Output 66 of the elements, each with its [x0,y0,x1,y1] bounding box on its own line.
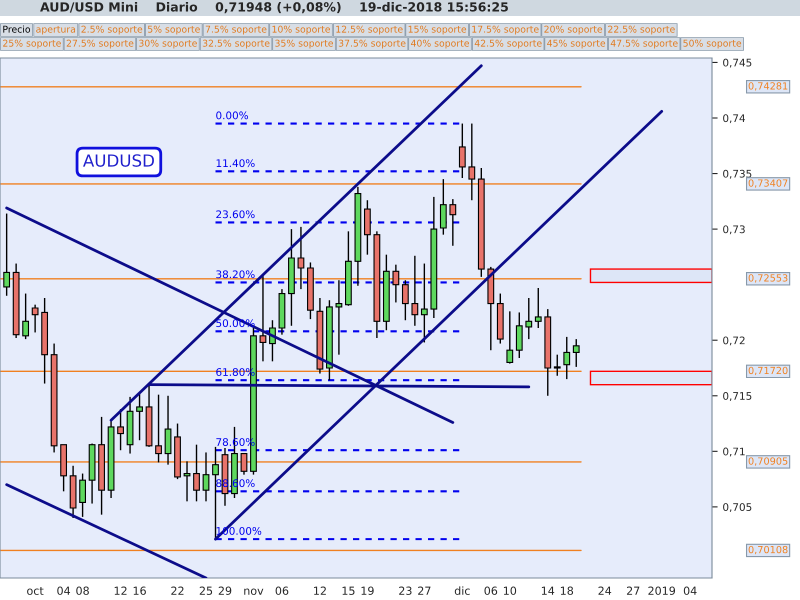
x-tick-label: oct [27,586,44,595]
text: 20% soporte [544,26,602,35]
x-tick-label: 25 [200,586,212,595]
text: 42.5% soporte [474,40,542,49]
text: 2.5% soporte [81,26,142,35]
text: 37.5% soporte [338,40,406,49]
x-tick-label: 15 [342,586,355,595]
x-tick-label: 23 [399,586,412,595]
ref-line-label: 0,70905 [748,457,788,466]
text: 7.5% soporte [206,26,266,35]
ref-line-label: 0,71720 [748,366,788,376]
y-tick-label: 0,73 [723,225,745,234]
x-tick-label: 24 [598,586,612,595]
ref-line-label: 0,73407 [748,179,788,188]
text: 17.5% soporte [472,26,539,35]
x-tick-label: 2019 [648,586,676,595]
x-tick-label: 12 [114,586,127,595]
x-tick-label: nov [244,588,264,595]
text: 50% soporte [683,40,742,49]
x-tick-label: 14 [542,586,554,595]
annotation: 0.00% [216,111,248,120]
text: 15% soporte [408,26,466,35]
ref-line-label: 0,74281 [748,82,788,91]
y-tick-label: 0,72 [723,336,745,346]
y-tick-label: 0,745 [723,58,752,68]
x-tick-label: 16 [134,586,146,595]
ref-line-label: 0,72553 [748,274,788,283]
text: 32.5% soporte [202,40,270,49]
y-tick-label: 0,715 [723,392,752,401]
x-tick-label: 06 [484,586,498,595]
text: 45% soporte [547,40,606,49]
annotation: AUDUSD [83,154,154,167]
x-tick-label: 04 [684,586,697,595]
chart-title: AUD/USD Mini Diario 0,71948 (+0,08%) 19-dic-2018 15:56:25 [40,2,508,14]
text: 25% soporte [3,40,61,49]
text: Precio [3,25,30,33]
x-tick-label: 06 [276,586,288,595]
text: 30% soporte [139,40,197,49]
y-tick-label: 0,71 [723,448,745,456]
text: apertura [36,26,76,35]
ref-line-label: 0,70108 [748,546,788,554]
text: 40% soporte [410,40,470,49]
x-tick-label: 22 [171,586,184,595]
text: 5% soporte [148,26,200,35]
x-tick-label: 19 [362,586,374,595]
text: 35% soporte [275,40,334,49]
x-tick-label: 12 [314,586,326,595]
annotation: 11.40% [216,159,255,168]
x-tick-label: 27 [418,586,430,595]
annotation: 38.20% [216,270,255,278]
x-tick-label: 10 [504,586,516,595]
text: 47.5% soporte [610,40,678,49]
text: 27.5% soporte [66,40,134,49]
x-tick-label: 27 [626,586,640,595]
x-tick-label: 18 [560,586,574,595]
x-tick-label: dic [454,586,470,595]
text: 10% soporte [272,26,330,35]
x-tick-label: 04 [57,586,70,595]
x-tick-label: 29 [218,586,232,595]
x-tick-label: 08 [76,586,89,595]
text: 22.5% soporte [608,26,675,35]
y-tick-label: 0,735 [723,170,752,179]
annotation: 23.60% [216,210,255,218]
y-tick-label: 0,705 [723,503,752,512]
y-tick-label: 0,74 [723,114,746,124]
text: 12.5% soporte [336,26,403,35]
